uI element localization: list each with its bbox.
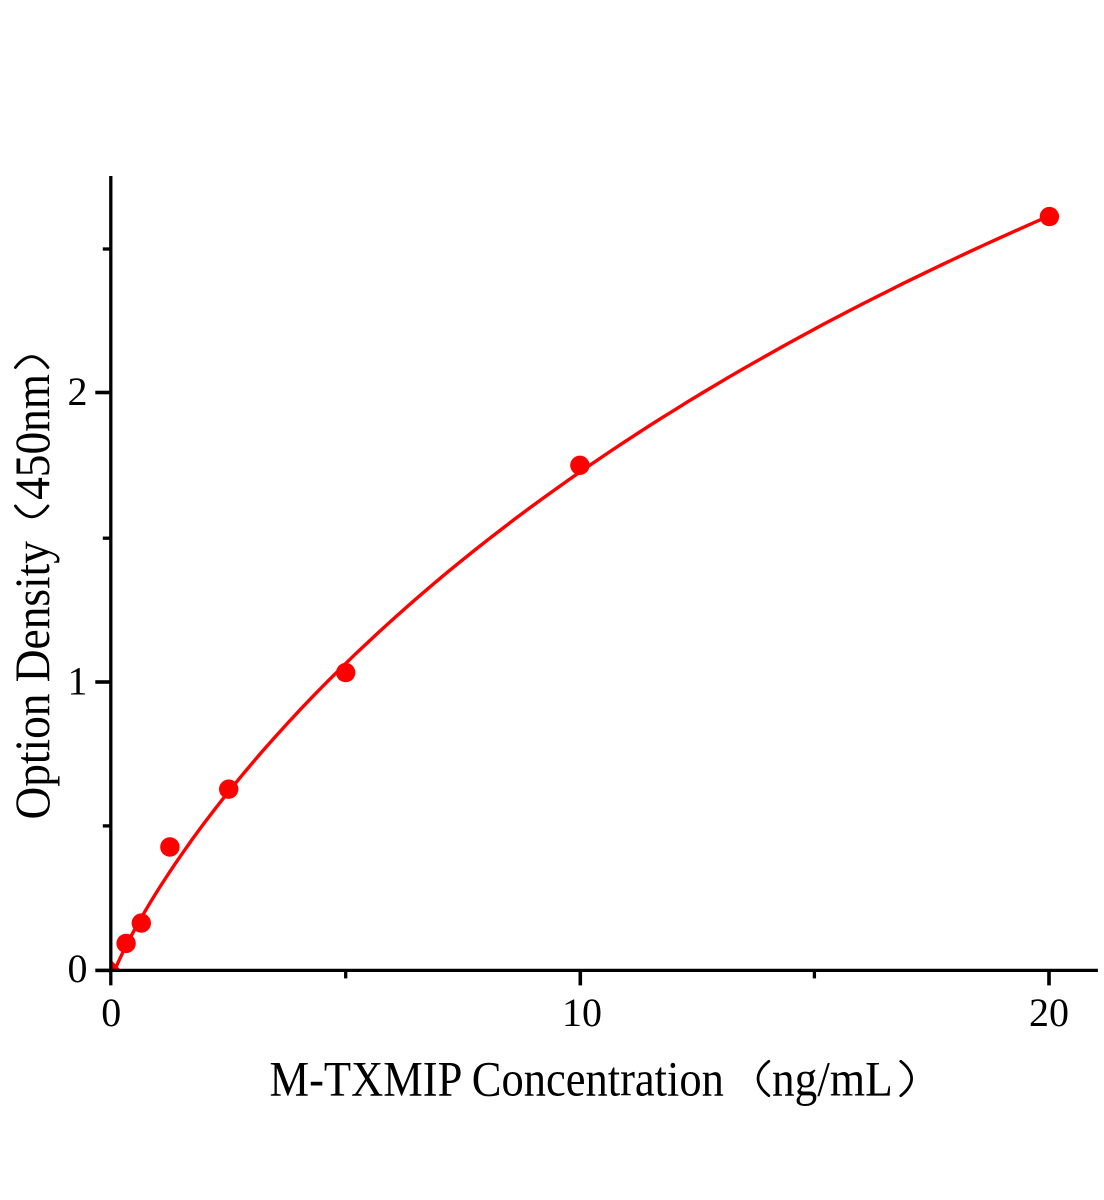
svg-text:2: 2 — [68, 369, 88, 414]
svg-text:0: 0 — [68, 946, 88, 991]
svg-text:450nm: 450nm — [4, 374, 60, 500]
svg-text:M-TXMIP Concentration: M-TXMIP Concentration — [270, 1050, 724, 1106]
svg-text:ng/mL: ng/mL — [772, 1050, 893, 1106]
svg-text:Option Density: Option Density — [4, 541, 60, 819]
svg-text:1: 1 — [68, 659, 88, 704]
svg-text:20: 20 — [1029, 990, 1069, 1035]
svg-text:0: 0 — [101, 990, 121, 1035]
svg-text:10: 10 — [562, 990, 602, 1035]
